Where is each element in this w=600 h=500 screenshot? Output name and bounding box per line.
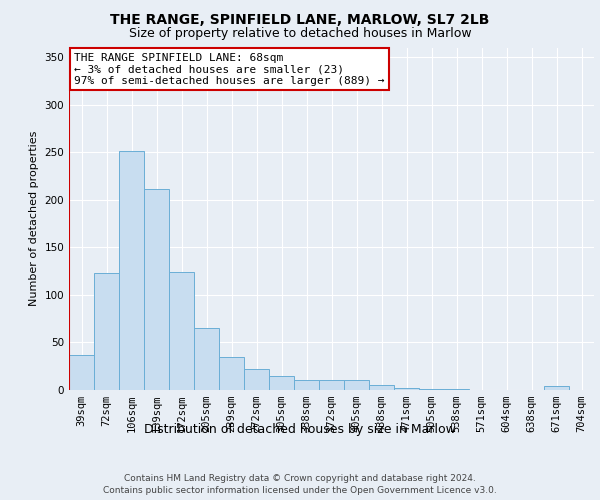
Bar — [194, 328, 219, 390]
Text: THE RANGE, SPINFIELD LANE, MARLOW, SL7 2LB: THE RANGE, SPINFIELD LANE, MARLOW, SL7 2… — [110, 12, 490, 26]
Text: Size of property relative to detached houses in Marlow: Size of property relative to detached ho… — [128, 28, 472, 40]
Bar — [294, 380, 319, 390]
Bar — [244, 369, 269, 390]
Text: THE RANGE SPINFIELD LANE: 68sqm
← 3% of detached houses are smaller (23)
97% of : THE RANGE SPINFIELD LANE: 68sqm ← 3% of … — [74, 52, 385, 86]
Bar — [169, 272, 194, 390]
Y-axis label: Number of detached properties: Number of detached properties — [29, 131, 39, 306]
Bar — [94, 273, 119, 390]
Bar — [369, 385, 394, 390]
Bar — [69, 355, 94, 390]
Text: Contains HM Land Registry data © Crown copyright and database right 2024.
Contai: Contains HM Land Registry data © Crown c… — [103, 474, 497, 495]
Bar — [444, 389, 469, 390]
Bar — [144, 190, 169, 390]
Bar — [119, 151, 144, 390]
Bar — [544, 386, 569, 390]
Bar — [219, 356, 244, 390]
Bar — [419, 389, 444, 390]
Text: Distribution of detached houses by size in Marlow: Distribution of detached houses by size … — [144, 422, 456, 436]
Bar — [269, 376, 294, 390]
Bar — [394, 388, 419, 390]
Bar — [344, 380, 369, 390]
Bar — [319, 380, 344, 390]
